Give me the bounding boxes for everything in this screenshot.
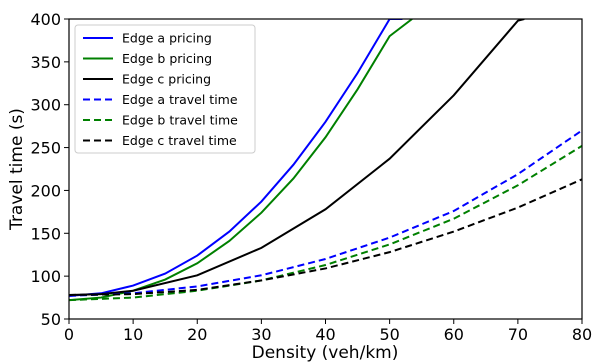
x-tick-label: 0 [64,325,74,344]
y-axis: 50 100 150 200 250 300 350 400 [30,10,69,329]
x-tick-label: 40 [315,325,335,344]
legend-box [74,24,256,154]
legend-label: Edge b travel time [122,113,238,128]
y-axis-label: Travel time (s) [7,108,27,231]
x-tick-label: 80 [572,325,592,344]
series-line-6 [69,178,582,296]
y-tick-label: 200 [30,181,61,200]
y-tick-label: 350 [30,53,61,72]
legend: Edge a pricing Edge b pricing Edge c prici… [74,24,256,154]
legend-label: Edge c pricing [122,72,211,87]
x-tick-label: 10 [123,325,143,344]
series-line-5 [69,145,582,302]
y-tick-label: 400 [30,10,61,29]
x-tick-label: 60 [444,325,464,344]
legend-label: Edge b pricing [122,51,212,66]
series-line-4 [69,129,582,297]
x-tick-label: 70 [508,325,528,344]
y-tick-label: 150 [30,224,61,243]
series-line-3 [69,19,525,296]
plot-lines [69,19,582,302]
x-tick-label: 30 [251,325,271,344]
y-tick-label: 250 [30,139,61,158]
legend-label: Edge a pricing [122,31,212,46]
x-axis-label: Density (veh/km) [252,343,399,363]
legend-label: Edge c travel time [122,133,237,148]
x-tick-label: 50 [379,325,399,344]
y-tick-label: 100 [30,267,61,286]
series-line-1 [69,19,403,297]
legend-label: Edge a travel time [122,92,238,107]
y-tick-label: 300 [30,96,61,115]
x-axis: 0 10 20 30 40 50 60 70 80 [64,319,592,344]
y-tick-label: 50 [41,310,61,329]
x-tick-label: 20 [187,325,207,344]
